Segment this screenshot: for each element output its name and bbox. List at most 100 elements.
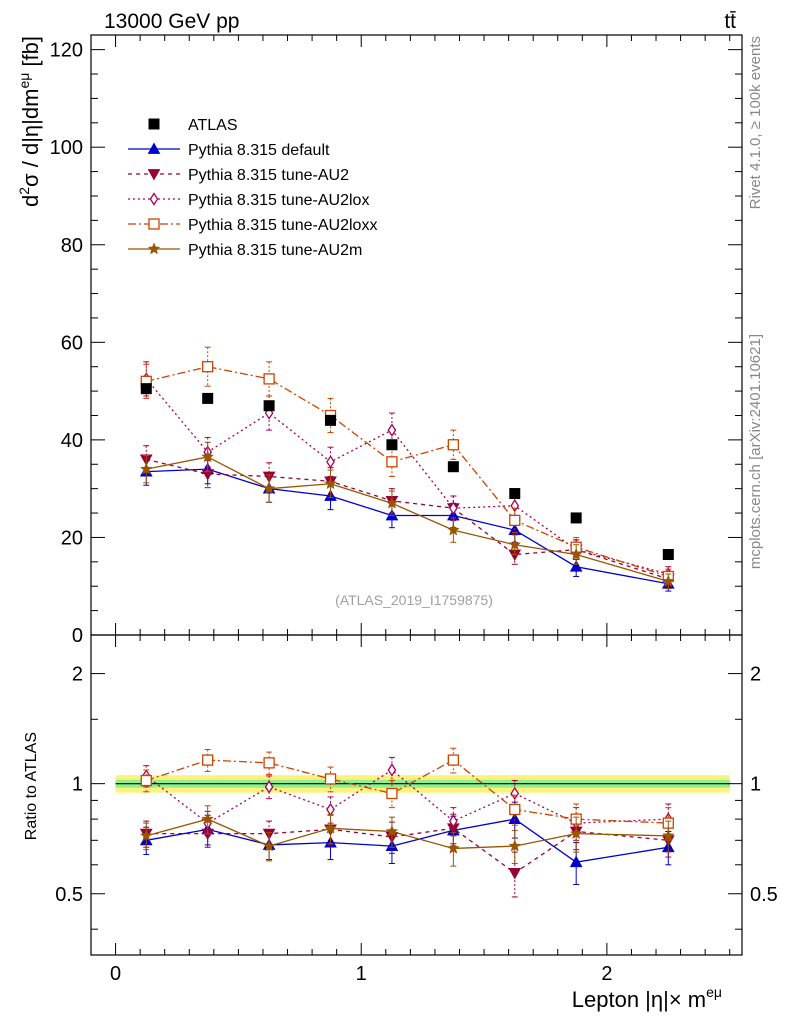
ratio-frame <box>90 634 743 956</box>
main-4-point <box>324 477 337 490</box>
ratio-3-point <box>202 754 214 766</box>
ratio-3-point <box>324 773 337 785</box>
legend: ATLAS Pythia 8.315 default Pythia 8.315 tu… <box>128 117 377 259</box>
ratio-4-point <box>569 826 583 840</box>
main-2-point <box>448 501 458 515</box>
ratio-3-series <box>140 747 674 841</box>
main-0-point <box>569 560 583 572</box>
legend-marker <box>147 169 161 181</box>
main-3-point <box>386 456 398 468</box>
main-3-line <box>146 366 669 578</box>
channel-label: tt̄ <box>724 10 736 33</box>
ratio-y-tick-label-right: 1 <box>750 774 761 796</box>
main-y-tick-label: 60 <box>61 332 83 354</box>
atlas-data-series <box>140 383 674 561</box>
main-4-series <box>139 441 675 590</box>
ratio-3-point <box>386 787 398 800</box>
atlas-data-point <box>140 383 152 395</box>
atlas-data-point <box>662 549 674 561</box>
ratio-3-point <box>447 754 459 766</box>
main-y-tick-label: 100 <box>50 137 83 159</box>
ratio-4-series <box>139 805 675 867</box>
process-label: 13000 GeV pp <box>104 10 239 33</box>
main-3-point <box>263 373 275 385</box>
main-4-point <box>385 496 399 509</box>
main-4-point <box>262 481 276 495</box>
ratio-1-point <box>508 868 522 880</box>
atlas-data-point <box>202 392 214 404</box>
ratio-0-point <box>569 855 583 868</box>
ratio-4-point <box>201 812 215 825</box>
main-4-point <box>569 547 583 560</box>
legend-marker <box>147 142 161 154</box>
x-tick-label: 0 <box>110 963 121 985</box>
atlas-data-point <box>263 400 275 412</box>
legend-marker <box>148 218 160 230</box>
main-4-line <box>146 456 669 582</box>
mcplots-label: mcplots.cern.ch [arXiv:2401.10621] <box>747 334 764 569</box>
x-axis-label: Lepton |η|× meμ <box>572 984 722 1012</box>
atlas-data-point <box>325 414 337 426</box>
legend-marker-atlas <box>148 118 160 130</box>
ratio-4-point <box>139 829 153 842</box>
main-3-point <box>202 361 214 373</box>
main-3-series <box>140 346 674 585</box>
legend-entry-label: Pythia 8.315 tune-AU2m <box>188 242 362 259</box>
legend-entry-label: Pythia 8.315 default <box>188 142 330 159</box>
ratio-4-point <box>661 829 675 842</box>
ratio-2-point <box>264 780 274 794</box>
x-tick-label: 2 <box>601 963 612 985</box>
ratio-3-point <box>140 774 152 787</box>
ratio-4-point <box>508 839 522 852</box>
main-series-layer <box>139 346 675 592</box>
ratio-4-point <box>262 839 276 852</box>
ratio-4-point <box>446 841 460 854</box>
rivet-label: Rivet 4.1.0, ≥ 100k events <box>747 36 764 209</box>
main-1-line <box>146 458 669 580</box>
ratio-2-line <box>145 769 669 824</box>
main-y-tick-label: 20 <box>61 527 83 549</box>
ratio-y-tick-label-right: 2 <box>750 664 761 686</box>
atlas-data-point <box>570 512 582 524</box>
ratio-axes: 0 1 2 0.5 0.5 1 1 2 2 <box>55 634 778 985</box>
main-2-point <box>387 423 397 437</box>
ratio-panel <box>115 775 730 793</box>
ratio-2-point <box>448 814 458 828</box>
main-3-point <box>447 439 459 451</box>
ratio-0-line <box>146 818 669 863</box>
ratio-2-point <box>387 763 397 777</box>
watermark-label: (ATLAS_2019_I1759875) <box>335 592 493 608</box>
main-y-tick-label: 80 <box>61 235 83 257</box>
legend-entry-label: ATLAS <box>188 117 238 134</box>
legend-marker <box>149 192 159 206</box>
ratio-3-point <box>509 803 521 816</box>
atlas-data-point <box>509 488 521 500</box>
ratio-y-axis-label: Ratio to ATLAS <box>23 732 40 840</box>
legend-entry-label: Pythia 8.315 tune-AU2loxx <box>188 217 377 234</box>
main-4-point <box>446 523 460 536</box>
ratio-y-tick-label-right: 0.5 <box>750 884 778 906</box>
ratio-1-line <box>146 827 669 874</box>
main-4-point <box>201 450 215 463</box>
main-2-series <box>141 361 673 582</box>
main-0-line <box>146 468 669 585</box>
main-3-point <box>509 514 521 527</box>
ratio-y-tick-label: 1 <box>72 774 83 796</box>
ratio-4-point <box>385 824 399 837</box>
main-y-axis-label: d2σ / d|η|dmeμ [fb] <box>16 36 43 207</box>
ratio-series-layer <box>139 747 675 898</box>
main-2-point <box>326 455 335 469</box>
main-4-point <box>508 538 522 551</box>
ratio-3-point <box>263 757 275 769</box>
main-y-tick-label: 40 <box>61 430 83 452</box>
ratio-0-series <box>139 801 675 885</box>
ratio-4-point <box>324 821 337 834</box>
main-0-series <box>139 454 675 592</box>
ratio-y-tick-label: 0.5 <box>55 884 83 906</box>
ratio-2-point <box>510 786 520 801</box>
legend-entry-label: Pythia 8.315 tune-AU2 <box>188 167 349 184</box>
main-y-tick-label: 0 <box>72 625 83 647</box>
legend-entry-label: Pythia 8.315 tune-AU2lox <box>188 192 369 209</box>
atlas-data-point <box>447 461 459 473</box>
